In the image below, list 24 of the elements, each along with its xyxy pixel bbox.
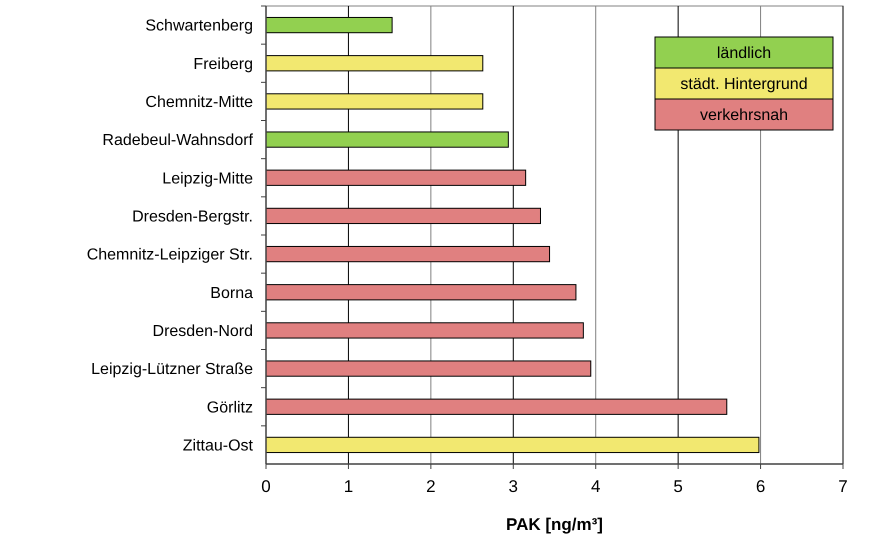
x-tick-label: 4 <box>590 477 600 496</box>
y-tick-label: Zittau-Ost <box>182 438 254 455</box>
text: städt. Hintergrund <box>680 76 808 94</box>
y-tick-label: Dresden-Nord <box>152 323 253 340</box>
y-tick-label: Chemnitz-Mitte <box>145 94 254 112</box>
y-tick-label: Görlitz <box>206 399 253 416</box>
x-tick-label: 5 <box>673 477 683 496</box>
y-tick-label: Leipzig-Lützner Straße <box>91 361 254 378</box>
x-tick-label: 7 <box>838 477 848 496</box>
x-tick-label: 1 <box>344 477 354 496</box>
x-tick-label: 0 <box>261 477 271 496</box>
y-tick-label: Schwartenberg <box>145 18 253 35</box>
y-tick-label: Dresden-Bergstr. <box>132 208 253 226</box>
y-tick-label: Radebeul-Wahnsdorf <box>102 132 254 150</box>
y-tick-label: Borna <box>210 284 254 302</box>
text: verkehrsnah <box>700 107 788 124</box>
text: ländlich <box>716 45 772 62</box>
y-tick-label: Freiberg <box>193 56 253 73</box>
x-tick-label: 3 <box>508 477 518 496</box>
y-tick-label: Chemnitz-Leipziger Str. <box>86 246 253 264</box>
x-tick-label: 2 <box>426 477 436 496</box>
y-tick-label: Leipzig-Mitte <box>162 170 254 188</box>
x-axis-title: PAK [ng/m³] <box>506 515 603 534</box>
x-tick-label: 6 <box>756 477 766 496</box>
